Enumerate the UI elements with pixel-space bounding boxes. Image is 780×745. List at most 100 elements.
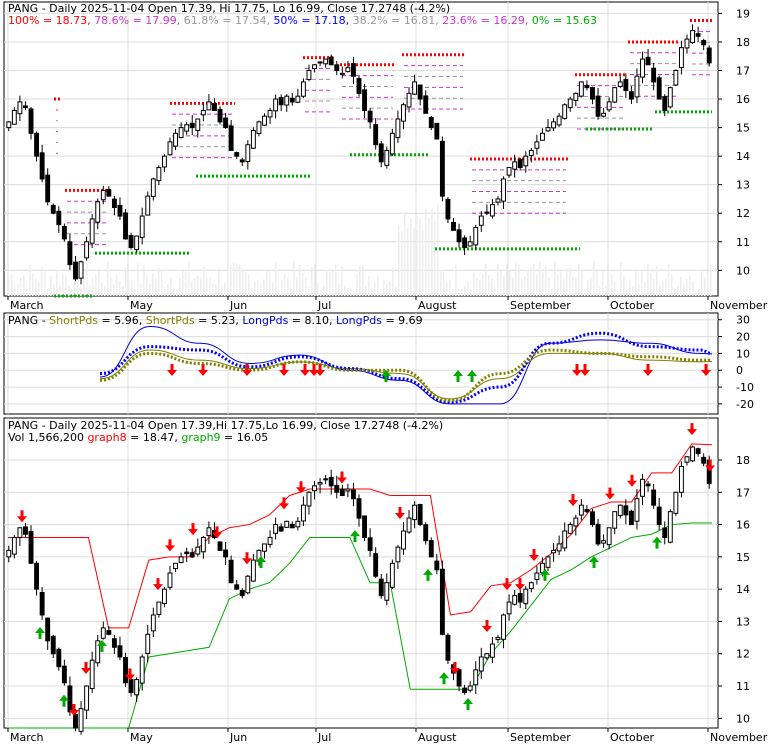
sell-arrow-icon: [17, 510, 27, 523]
volume-bar: [680, 276, 682, 296]
price-candle: [217, 108, 223, 123]
volume-bar: [236, 263, 238, 296]
volume-bar: [647, 263, 649, 296]
price-candle: [178, 127, 184, 139]
volume-bar: [326, 269, 328, 296]
volume-bar: [89, 285, 91, 296]
volume-bar: [143, 264, 145, 296]
volume-bar: [500, 271, 502, 296]
signal-candle: [262, 543, 267, 552]
price-candle: [501, 178, 506, 202]
price-candle: [356, 78, 362, 94]
volume-bar: [209, 277, 211, 296]
volume-bar: [347, 289, 349, 296]
sell-arrow-icon: [212, 526, 222, 539]
sell-arrow-icon: [529, 549, 539, 561]
oscillator-panel: 30 20 10 0 -10 -20 PANG - ShortPds = 5.96, Sho…: [3, 312, 754, 415]
volume-bar: [644, 281, 646, 296]
price-candle: [462, 237, 468, 248]
volume-bar: [11, 274, 13, 296]
volume-bar: [656, 266, 658, 296]
volume-bar: [587, 279, 589, 296]
volume-bar: [428, 217, 430, 296]
short-fast-dotted-line: [99, 348, 712, 403]
volume-bar: [86, 262, 88, 296]
signal-candle: [128, 679, 134, 693]
oscillator-y-tick-label: 30: [736, 314, 750, 327]
price-candle: [439, 140, 445, 197]
buy-arrow-icon: [423, 568, 433, 581]
sell-arrow-icon: [153, 578, 163, 591]
price-candle: [67, 241, 73, 266]
price-candle: [328, 56, 334, 66]
signal-candle: [161, 588, 167, 604]
signal-candle: [606, 527, 612, 546]
buy-arrow-icon: [540, 568, 550, 581]
volume-bar: [242, 268, 244, 296]
volume-bar: [56, 270, 58, 296]
signal-candle: [634, 498, 640, 522]
buy-arrow-icon: [59, 694, 69, 707]
volume-bar: [566, 268, 568, 296]
price-candle: [84, 241, 90, 259]
signal-candle: [378, 578, 384, 597]
price-candle: [684, 38, 690, 49]
signal-candle: [84, 685, 90, 711]
buy-arrow-icon: [381, 370, 391, 382]
oscillator-y-tick-label: -10: [736, 381, 754, 394]
volume-bar: [362, 265, 364, 296]
signal-candle: [23, 526, 28, 535]
x-tick-label: October: [610, 299, 654, 312]
price-candle: [117, 204, 123, 217]
signal-candle: [573, 517, 579, 527]
price-candle: [56, 210, 62, 226]
price-candle: [667, 87, 673, 108]
long-fast-dotted-line: [99, 331, 713, 404]
volume-bar: [377, 276, 379, 296]
price-candle: [551, 121, 557, 129]
signal-candle: [289, 523, 295, 529]
signal-candle: [562, 530, 568, 549]
volume-bar: [23, 275, 25, 296]
volume-bar: [341, 266, 343, 296]
price-candle: [645, 56, 651, 66]
x-tick-label: Jul: [317, 299, 331, 312]
volume-bar: [197, 276, 199, 296]
x-tick-label: September: [510, 299, 571, 312]
signal-candle: [445, 634, 451, 661]
signal-candle: [401, 530, 406, 550]
price-candle: [417, 84, 423, 100]
volume-bar: [698, 289, 700, 296]
volume-bar: [164, 286, 166, 296]
signal-candle: [528, 582, 534, 589]
signal-panel-subtitle: Vol 1,566,200 graph8 = 18.47, graph9 = 1…: [8, 431, 268, 444]
volume-bar: [692, 281, 694, 296]
signal-candle: [334, 484, 340, 493]
sell-arrow-icon: [198, 364, 208, 376]
volume-bar: [98, 270, 100, 296]
signal-y-tick-label: 10: [736, 712, 750, 725]
price-candle: [473, 226, 479, 246]
volume-bar: [620, 262, 622, 296]
price-candle: [601, 112, 607, 117]
volume-bar: [497, 264, 499, 296]
volume-bar: [227, 268, 229, 296]
price-candle: [312, 64, 317, 70]
price-candle: [445, 198, 451, 220]
volume-bar: [272, 282, 274, 296]
volume-bar: [188, 262, 190, 296]
volume-bar: [590, 276, 592, 296]
volume-bar: [458, 288, 460, 296]
signal-candle: [73, 713, 78, 729]
x-tick-label: October: [610, 731, 654, 744]
volume-bar: [398, 226, 400, 296]
signal-candle: [11, 536, 17, 555]
oscillator-panel-title: PANG - ShortPds = 5.96, ShortPds = 5.23,…: [8, 314, 423, 327]
volume-bar: [353, 290, 355, 296]
volume-bar: [146, 276, 148, 296]
price-candle: [517, 159, 523, 169]
volume-bar: [533, 263, 535, 296]
volume-bar: [149, 283, 151, 296]
buy-arrow-icon: [35, 626, 45, 639]
price-y-tick-label: 11: [736, 236, 750, 249]
